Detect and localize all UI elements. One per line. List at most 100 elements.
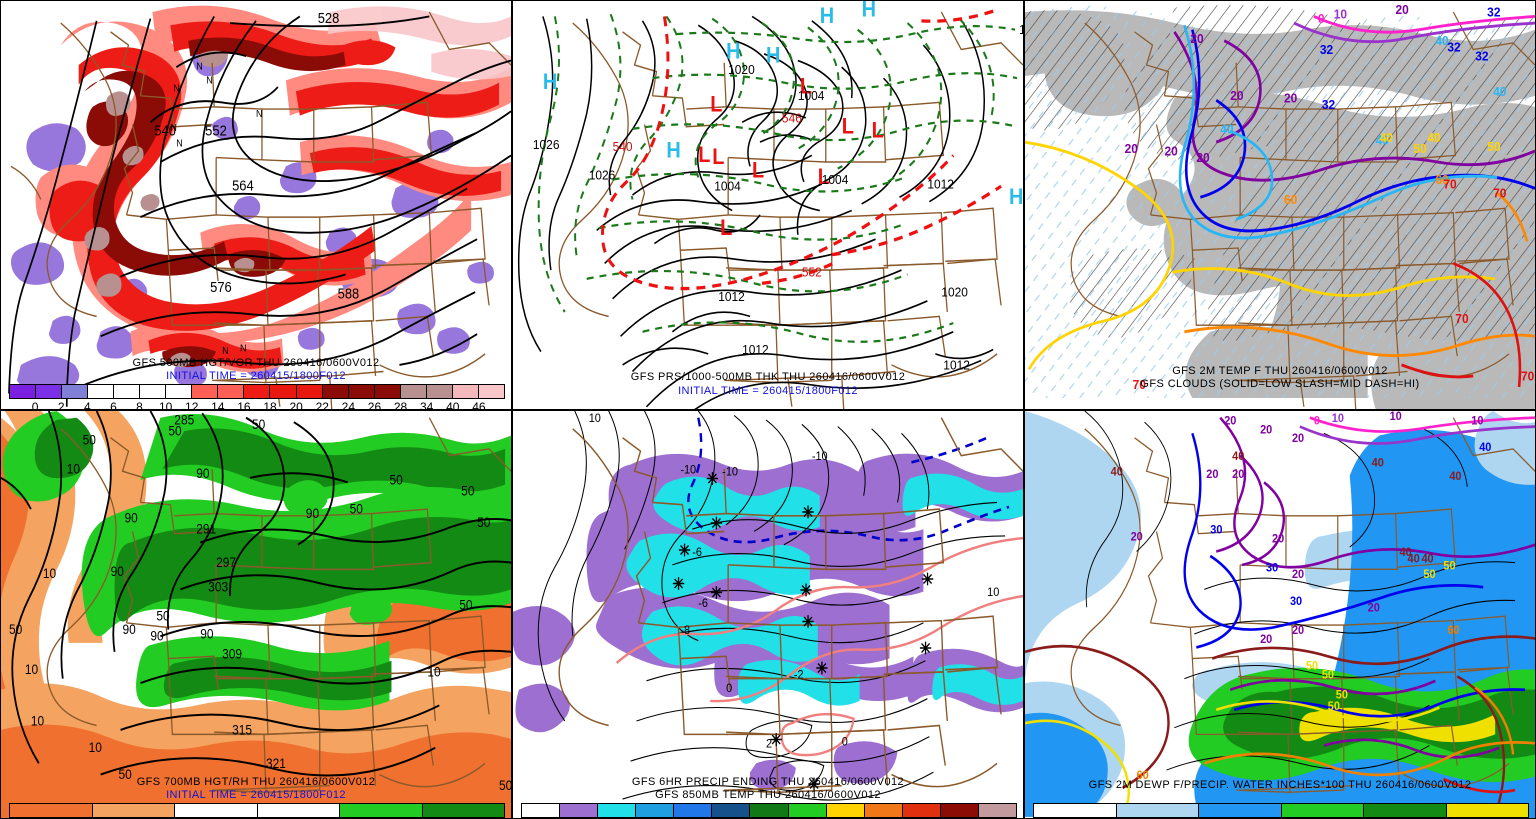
svg-text:-8: -8: [680, 623, 690, 637]
colorbar-precipitable-water: 5090125175200: [1033, 803, 1529, 818]
svg-text:32: 32: [1487, 5, 1500, 20]
colorbar-tick-label: 4: [83, 400, 91, 410]
svg-text:20: 20: [1292, 623, 1304, 637]
svg-text:N: N: [173, 83, 180, 95]
isotherm-labels-temp: 0 10 20 20 20 20 20 20 20 32 32 32 32 32…: [1125, 3, 1535, 393]
height-contours-700mb: [1, 411, 511, 777]
colorbar-tick-label: 6: [110, 400, 117, 410]
panel-mslp-thickness[interactable]: H H H H H H H L L L L L L L L: [512, 0, 1024, 410]
svg-text:90: 90: [150, 629, 163, 644]
map-canvas-temp: 0 10 20 20 20 20 20 20 20 32 32 32 32 32…: [1025, 1, 1535, 409]
colorbar-swatches-pwat: [1033, 803, 1529, 818]
colorbar-swatch: [257, 804, 340, 817]
contour-label-540: 540: [154, 123, 176, 139]
colorbar-ticks-vorticity: 0 2 4 6 8 10 12 14 16 18 20 22 24 26 28 34 40 46: [9, 399, 505, 410]
svg-text:10: 10: [987, 586, 999, 600]
panel-2m-temp-clouds[interactable]: 0 10 20 20 20 20 20 20 20 32 32 32 32 32…: [1024, 0, 1536, 410]
panel-title-dewp: GFS 2M DEWP F/PRECIP. WATER INCHES*100 T…: [1088, 779, 1472, 791]
svg-text:40: 40: [1111, 465, 1123, 479]
colorbar-swatch: [36, 385, 63, 398]
colorbar-relative-humidity: 1030507090: [9, 803, 505, 818]
colorbar-swatch: [478, 385, 504, 398]
map-canvas-700mb: 285 291 297 303 309 315 321 50 50 50 10 …: [1, 411, 511, 818]
colorbar-swatch: [452, 385, 479, 398]
svg-text:70: 70: [1443, 177, 1456, 192]
svg-text:20: 20: [1232, 467, 1244, 481]
colorbar-swatch: [400, 385, 427, 398]
svg-text:50: 50: [156, 609, 169, 624]
map-svg-mslp: H H H H H H H L L L L L L L L: [513, 1, 1023, 409]
high-marker: H: [1009, 185, 1023, 209]
panel-title-mslp: GFS PRS/1000-500MB THK THU 260416/0600V0…: [630, 371, 906, 383]
low-marker: L: [720, 216, 732, 240]
svg-text:40: 40: [1493, 84, 1506, 99]
vorticity-fill-halo: [327, 6, 511, 80]
panel-title-700mb: GFS 700MB HGT/RH THU 260416/0600V012: [136, 776, 376, 788]
svg-text:1026: 1026: [533, 137, 560, 152]
panel-subtitle-500mb: INITIAL TIME = 260415/1800F012: [166, 370, 346, 382]
svg-text:32: 32: [1475, 49, 1488, 64]
colorbar-swatch: [92, 804, 175, 817]
colorbar-swatches-vorticity: [9, 384, 505, 399]
svg-text:90: 90: [196, 466, 209, 481]
svg-text:N: N: [256, 108, 263, 120]
svg-text:20: 20: [1272, 532, 1284, 546]
contour-label-576: 576: [210, 280, 232, 296]
panel-6hr-precip-850mb-temp[interactable]: ✳ ✳ ✳ ✳ ✳ ✳ ✳ ✳ ✳ ✳ ✳ ✳ ✳ -10 -1: [512, 410, 1024, 819]
svg-text:-6: -6: [698, 597, 708, 611]
colorbar-swatches-rh: [9, 803, 505, 818]
svg-text:✳: ✳: [808, 776, 821, 794]
svg-text:1012: 1012: [927, 177, 954, 192]
map-canvas-dewp: 0 10 10 10 20 20 20 20 20 20 20 20 20 20…: [1025, 411, 1535, 818]
svg-text:10: 10: [31, 714, 44, 729]
svg-text:N: N: [176, 138, 183, 150]
svg-text:20: 20: [1292, 432, 1304, 446]
svg-text:546: 546: [782, 111, 802, 126]
svg-text:40: 40: [1220, 122, 1233, 137]
panel-700mb-height-rh[interactable]: 285 291 297 303 309 315 321 50 50 50 10 …: [0, 410, 512, 819]
svg-text:50: 50: [461, 484, 474, 499]
colorbar-swatch: [978, 804, 1017, 817]
colorbar-swatch: [348, 385, 375, 398]
svg-text:✳: ✳: [678, 542, 691, 560]
svg-text:-10: -10: [680, 463, 696, 477]
svg-text:10: 10: [589, 412, 601, 426]
svg-text:50: 50: [83, 433, 96, 448]
colorbar-tick-label: 12: [185, 400, 199, 410]
svg-text:✳: ✳: [710, 585, 723, 603]
pwat-contours: [1084, 411, 1516, 771]
svg-text:1020: 1020: [941, 285, 968, 300]
colorbar-swatch: [1364, 804, 1447, 817]
svg-text:1004: 1004: [714, 179, 741, 194]
svg-text:50: 50: [459, 598, 472, 613]
high-marker: H: [726, 39, 740, 63]
colorbar-swatch: [192, 385, 219, 398]
panel-2m-dewpoint-pwat[interactable]: 0 10 10 10 20 20 20 20 20 20 20 20 20 20…: [1024, 410, 1536, 819]
contour-labels-700mb: 285 291 297 303 309 315 321: [174, 413, 286, 771]
colorbar-tick-label: 14: [211, 400, 225, 410]
colorbar-swatches-precip: [521, 803, 1017, 818]
svg-text:10: 10: [1390, 411, 1402, 423]
svg-text:90: 90: [111, 564, 124, 579]
colorbar-tick-label: 40: [446, 400, 460, 410]
svg-text:10: 10: [25, 663, 38, 678]
state-boundaries-precip: [558, 417, 1023, 794]
frontal-boundary: [601, 8, 1002, 291]
svg-text:1004: 1004: [822, 173, 849, 188]
state-boundaries-dewp: [1070, 417, 1535, 794]
colorbar-swatch: [114, 385, 141, 398]
svg-text:0: 0: [1318, 12, 1325, 27]
colorbar-tick-label: 18: [263, 400, 277, 410]
colorbar-swatch: [140, 385, 167, 398]
colorbar-swatch: [788, 804, 827, 817]
map-svg-precip: ✳ ✳ ✳ ✳ ✳ ✳ ✳ ✳ ✳ ✳ ✳ ✳ ✳ -10 -1: [513, 411, 1023, 818]
colorbar-tick-label: 28: [393, 400, 408, 410]
colorbar-swatch: [322, 385, 349, 398]
low-marker: L: [842, 114, 854, 138]
svg-text:10: 10: [1471, 414, 1483, 428]
colorbar-swatch: [244, 385, 271, 398]
svg-text:60: 60: [1447, 623, 1459, 637]
